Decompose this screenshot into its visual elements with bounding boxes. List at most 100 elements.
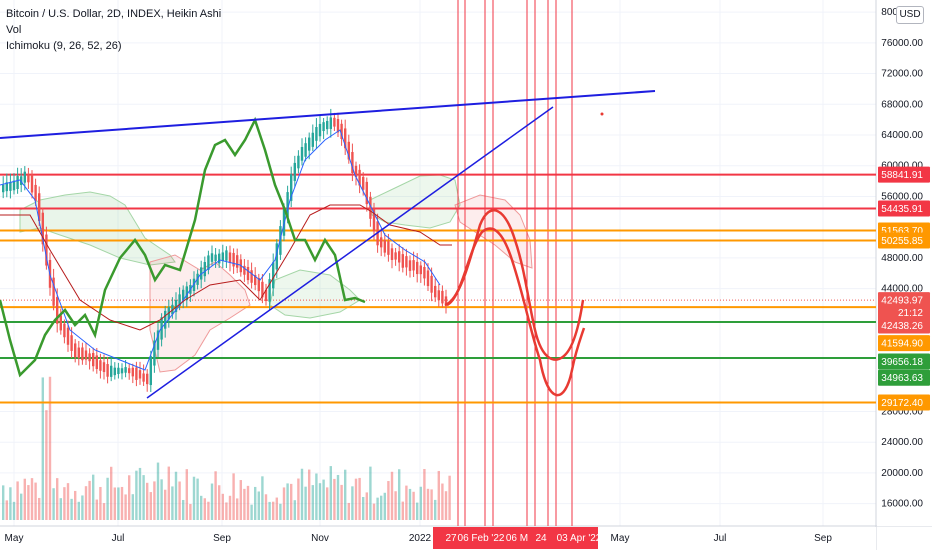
volume-bar xyxy=(124,494,127,520)
candle-body xyxy=(74,343,77,358)
candle-body xyxy=(156,330,160,350)
volume-bar xyxy=(272,501,275,520)
volume-bar xyxy=(210,483,214,520)
price-axis-label: 60000.00 xyxy=(881,161,923,172)
resistance-trendline[interactable] xyxy=(0,90,656,139)
volume-bar xyxy=(113,487,116,520)
candle-body xyxy=(358,169,361,186)
price-axis-label: 20000.00 xyxy=(881,468,923,479)
price-axis-bg xyxy=(877,0,932,526)
horizontal-levels xyxy=(0,173,876,404)
cloud-bearish xyxy=(149,254,251,373)
volume-bar xyxy=(344,469,347,520)
volume-bar xyxy=(74,490,77,520)
volume-bar xyxy=(246,485,250,520)
ichimoku-indicator-label[interactable]: Ichimoku (9, 26, 52, 26) xyxy=(6,40,122,52)
candle-body xyxy=(9,182,12,191)
symbol-title[interactable]: Bitcoin / U.S. Dollar, 2D, INDEX, Heikin… xyxy=(6,8,222,20)
candle-body xyxy=(182,289,185,301)
price-axis[interactable]: 80000.0076000.0072000.0068000.0064000.00… xyxy=(877,0,932,526)
candle-body xyxy=(210,253,214,262)
price-axis-label: 64000.00 xyxy=(881,130,923,141)
volume-bars xyxy=(2,376,451,520)
volume-bar xyxy=(430,489,433,520)
price-tag-label: 34963.63 xyxy=(881,373,923,384)
volume-bar xyxy=(293,500,296,520)
candle-body xyxy=(308,137,311,151)
time-axis-label: Nov xyxy=(311,533,329,544)
drawing-dot xyxy=(600,112,604,116)
cloud-bullish xyxy=(269,269,361,319)
volume-bar xyxy=(423,468,426,520)
candle-body xyxy=(113,367,116,376)
volume-bar xyxy=(268,501,271,520)
projection-drawing[interactable] xyxy=(444,209,586,397)
volume-bar xyxy=(394,491,397,520)
volume-bar xyxy=(41,377,44,520)
candle-body xyxy=(272,262,275,289)
volume-bar xyxy=(405,485,408,520)
candle-body xyxy=(387,241,390,255)
candle-body xyxy=(426,270,430,287)
volume-bar xyxy=(110,466,113,520)
candle-body xyxy=(174,299,178,313)
time-axis-label: 2022 xyxy=(409,533,432,544)
volume-bar xyxy=(5,500,8,520)
volume-bar xyxy=(232,473,235,520)
candle-body xyxy=(128,368,131,374)
volume-bar xyxy=(56,478,59,520)
candle-body xyxy=(279,226,282,255)
volume-bar xyxy=(444,491,448,520)
candle-body xyxy=(16,176,19,189)
time-axis[interactable]: May Jul Sep Nov 2022 May Jul Sep 27 06 Feb '22 06 … xyxy=(0,527,876,550)
time-highlight-label: 03 Apr '22 xyxy=(557,533,602,544)
candle-body xyxy=(56,297,59,324)
volume-bar xyxy=(329,466,332,520)
volume-bar xyxy=(12,501,16,520)
volume-bar xyxy=(92,474,95,520)
currency-button[interactable]: USD xyxy=(896,6,924,24)
price-tag xyxy=(878,335,930,352)
candle-body xyxy=(38,193,41,222)
volume-bar xyxy=(131,494,134,520)
volume-bar xyxy=(336,474,340,520)
candle-body xyxy=(344,128,347,149)
projection-path[interactable] xyxy=(446,227,586,397)
candle-body xyxy=(110,365,113,377)
volume-bar xyxy=(34,482,37,520)
volume-bar xyxy=(441,483,444,520)
volume-indicator-label[interactable]: Vol xyxy=(6,24,22,36)
price-tag xyxy=(878,166,930,183)
volume-bar xyxy=(279,503,282,520)
candle-body xyxy=(45,234,48,266)
volume-bar xyxy=(369,466,372,520)
volume-bar xyxy=(2,485,5,520)
price-tag-label: 39656.18 xyxy=(881,357,923,368)
volume-bar xyxy=(236,498,239,520)
candle-body xyxy=(27,174,30,183)
volume-bar xyxy=(106,477,109,520)
candle-body xyxy=(383,240,386,253)
volume-bar xyxy=(257,491,260,520)
candle-body xyxy=(70,335,73,351)
trendlines[interactable] xyxy=(0,90,656,399)
volume-bar xyxy=(376,497,379,520)
price-tag-label: 58841.91 xyxy=(881,170,923,181)
price-axis-label: 28000.00 xyxy=(881,406,923,417)
candle-body xyxy=(441,290,444,304)
lagging-span xyxy=(0,116,366,378)
price-tag-label: 54435.91 xyxy=(881,204,923,215)
candle-body xyxy=(12,180,16,191)
volume-bar xyxy=(275,497,278,520)
candle-body xyxy=(149,356,152,386)
candle-body xyxy=(146,373,149,385)
volume-bar xyxy=(138,467,142,520)
candle-body xyxy=(394,252,397,260)
price-axis-label: 72000.00 xyxy=(881,69,923,80)
support-trendline[interactable] xyxy=(146,106,554,399)
candle-body xyxy=(419,265,422,275)
candle-body xyxy=(81,347,84,361)
volume-bar xyxy=(426,488,430,520)
